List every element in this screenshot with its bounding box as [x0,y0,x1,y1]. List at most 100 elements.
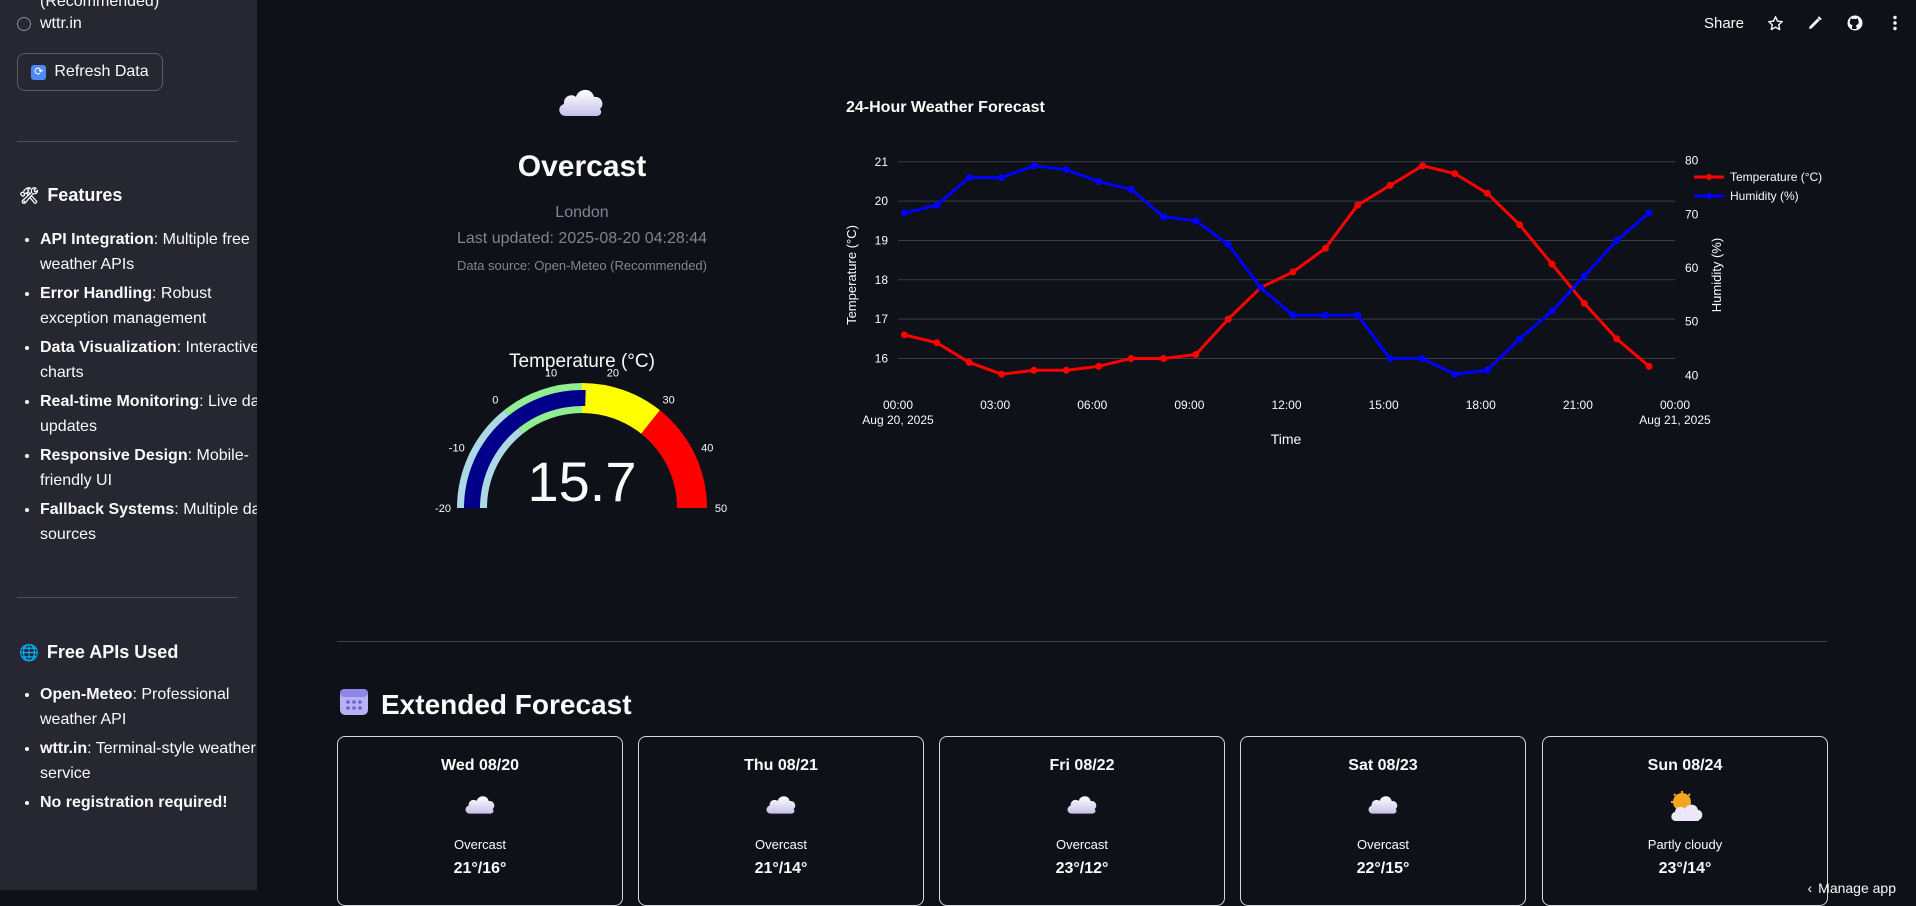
y-tick-label-left: 17 [875,312,889,326]
refresh-data-button[interactable]: ⟳ Refresh Data [17,53,163,91]
data-point [1580,299,1588,307]
forecast-condition: Partly cloudy [1647,837,1723,852]
tools-icon: 🛠 [19,187,40,205]
apis-heading: 🌐 Free APIs Used [19,642,179,662]
x-tick-label: 09:00 [1174,398,1204,412]
cloud-icon [338,791,622,815]
data-point [1548,260,1556,268]
data-point [1127,185,1135,193]
chart-title: 24-Hour Weather Forecast [846,99,1046,116]
data-source: Data source: Open-Meteo (Recommended) [456,258,707,273]
gauge-tick-label: 30 [663,394,675,406]
data-point [1321,311,1329,319]
x-tick-sublabel: Aug 21, 2025 [1639,413,1711,427]
x-tick-label: 15:00 [1369,398,1399,412]
gauge-tick-label: -20 [435,503,451,515]
y-axis-label-right: Humidity (%) [1709,238,1724,312]
data-point [1062,166,1070,174]
forecast-temps: 21°/14° [754,860,808,877]
gauge-tick-label: -10 [449,443,465,455]
extended-forecast-heading: Extended Forecast [339,686,632,723]
sidebar: (Recommended) wttr.in ⟳ Refresh Data 🛠 F… [0,0,257,890]
data-point [1257,284,1265,292]
forecast-card: Fri 08/22 Overcast 23°/12° [939,736,1225,906]
radio-button[interactable] [17,17,31,31]
sidebar-divider [17,597,237,598]
gauge-band [641,410,707,508]
y-tick-label-right: 80 [1685,154,1699,168]
list-item: Real-time Monitoring: Live data updates [40,389,257,439]
gauge-tick-label: 40 [701,443,713,455]
data-point [933,201,941,209]
features-list: API Integration: Multiple free weather A… [0,227,257,551]
list-item: No registration required! [40,790,257,815]
data-point [1289,311,1297,319]
radio-label: wttr.in [40,15,82,32]
y-tick-label-left: 19 [875,233,889,247]
series-line [904,164,1651,376]
data-point [1451,170,1459,178]
calendar-icon [339,686,369,723]
cloud-icon [556,82,606,123]
forecast-condition: Overcast [754,837,807,852]
star-icon[interactable] [1766,14,1784,32]
sun-behind-cloud-icon [1543,791,1827,823]
gauge-value: 15.7 [528,450,637,513]
data-point [1030,162,1038,170]
x-tick-label: 18:00 [1466,398,1496,412]
forecast-condition: Overcast [453,837,506,852]
share-button[interactable]: Share [1703,14,1744,32]
forecast-condition: Overcast [1055,837,1108,852]
more-options-icon[interactable] [1886,14,1904,32]
header-actions: Share [1704,14,1904,32]
hourly-forecast-chart[interactable]: 24-Hour Weather Forecast 16 17 18 19 20 21 40 5… [830,90,1850,460]
x-axis-label: Time [1271,431,1302,447]
forecast-temps: 23°/12° [1055,860,1109,877]
data-point [1386,354,1394,362]
data-point [965,358,973,366]
edit-icon[interactable] [1806,14,1824,32]
x-tick-label: 03:00 [980,398,1010,412]
github-icon[interactable] [1846,14,1864,32]
y-tick-label-right: 60 [1685,261,1699,275]
data-point [1095,177,1103,185]
y-tick-label-left: 20 [875,194,889,208]
y-tick-label-left: 16 [875,351,889,365]
x-tick-label: 12:00 [1271,398,1301,412]
legend-temperature: Temperature (°C) [1730,170,1822,184]
list-item: API Integration: Multiple free weather A… [40,227,257,277]
forecast-card: Sat 08/23 Overcast 22°/15° [1240,736,1526,906]
gauge-title: Temperature (°C) [509,351,655,372]
data-point [1418,162,1426,170]
data-point [1159,354,1167,362]
extended-forecast-title: Extended Forecast [381,688,632,720]
x-tick-label: 00:00 [883,398,913,412]
data-point [1159,213,1167,221]
list-item: Open-Meteo: Professional weather API [40,682,257,732]
refresh-icon: ⟳ [31,64,47,80]
radio-option-wttr[interactable]: wttr.in [17,15,82,33]
data-point [1354,311,1362,319]
chevron-icon: ‹ [1807,880,1813,896]
data-point [1062,366,1070,374]
y-tick-label-right: 40 [1685,368,1699,382]
data-point [1645,362,1653,370]
globe-icon: 🌐 [19,644,39,662]
location-label: London [555,204,609,221]
x-tick-label: 21:00 [1563,398,1593,412]
list-item: Error Handling: Robust exception managem… [40,281,257,331]
list-item: Data Visualization: Interactive charts [40,335,257,385]
forecast-day: Sun 08/24 [1647,757,1723,774]
forecast-day: Thu 08/21 [744,757,818,774]
data-point [1548,307,1556,315]
data-point [1289,268,1297,276]
forecast-temps: 22°/15° [1356,860,1410,877]
data-point [965,174,973,182]
forecast-day: Sat 08/23 [1348,757,1418,774]
current-condition: Overcast [517,150,647,183]
chart-legend[interactable]: Temperature (°C) Humidity (%) [1694,170,1822,203]
data-point [998,174,1006,182]
x-tick-sublabel: Aug 20, 2025 [862,413,934,427]
manage-app-button[interactable]: ‹ Manage app [1807,880,1896,896]
data-point [1127,354,1135,362]
